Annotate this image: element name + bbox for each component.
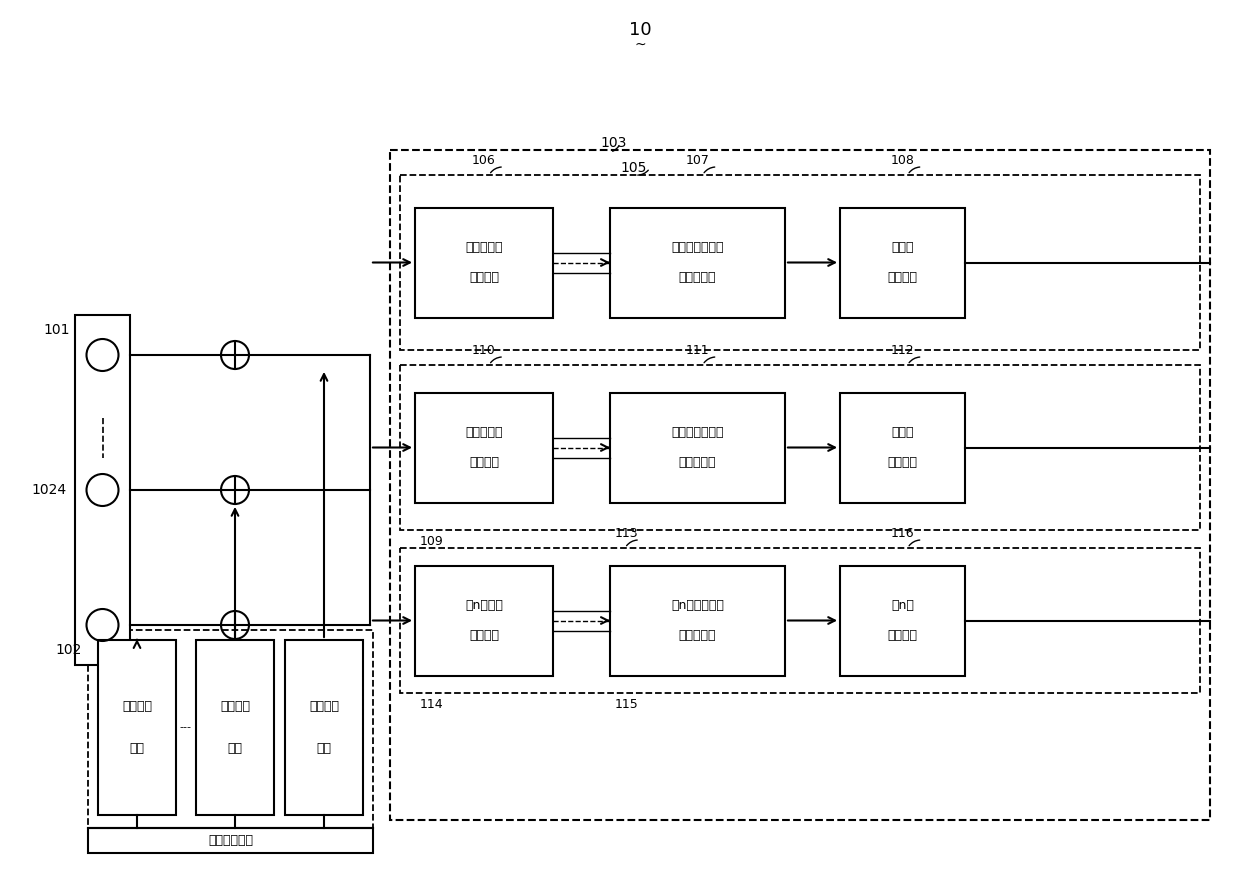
Text: 第一路自适应波: 第一路自适应波 bbox=[671, 241, 724, 254]
Text: 调整模块: 调整模块 bbox=[469, 456, 498, 469]
Bar bbox=[74, 315, 130, 665]
Text: 107: 107 bbox=[686, 154, 709, 167]
Text: 第二路: 第二路 bbox=[892, 426, 914, 439]
Text: 112: 112 bbox=[890, 344, 914, 357]
Bar bbox=[401, 365, 1200, 530]
Text: 第n路时延: 第n路时延 bbox=[465, 599, 503, 612]
Bar bbox=[88, 828, 373, 853]
Bar bbox=[839, 393, 965, 502]
Text: 111: 111 bbox=[686, 344, 709, 357]
Bar bbox=[610, 207, 785, 318]
Text: 处理模块: 处理模块 bbox=[888, 629, 918, 642]
Bar bbox=[610, 393, 785, 502]
Bar bbox=[839, 565, 965, 676]
Bar bbox=[415, 565, 553, 676]
Text: 第一路时延: 第一路时延 bbox=[465, 241, 502, 254]
Text: ~: ~ bbox=[634, 38, 646, 52]
Bar bbox=[391, 150, 1210, 820]
Text: 处理模块: 处理模块 bbox=[888, 271, 918, 284]
Text: 调整模块: 调整模块 bbox=[469, 629, 498, 642]
Text: 束形成模块: 束形成模块 bbox=[678, 271, 717, 284]
Text: 回声抑制: 回声抑制 bbox=[219, 700, 250, 713]
Text: 模块: 模块 bbox=[227, 742, 243, 755]
Text: 回放参考信号: 回放参考信号 bbox=[208, 834, 253, 847]
Text: 第二路自适应波: 第二路自适应波 bbox=[671, 426, 724, 439]
Text: 束形成模块: 束形成模块 bbox=[678, 456, 717, 469]
Text: 束形成模块: 束形成模块 bbox=[678, 629, 717, 642]
Bar bbox=[610, 565, 785, 676]
Bar bbox=[196, 640, 274, 815]
Text: 回声抑制: 回声抑制 bbox=[309, 700, 339, 713]
Text: 115: 115 bbox=[615, 698, 639, 711]
Text: 模块: 模块 bbox=[129, 742, 145, 755]
Text: 10: 10 bbox=[629, 21, 651, 39]
Text: 101: 101 bbox=[43, 323, 69, 337]
Text: 114: 114 bbox=[420, 698, 444, 711]
Text: 108: 108 bbox=[890, 154, 914, 167]
Text: ---: --- bbox=[179, 723, 191, 732]
Text: 第二路时延: 第二路时延 bbox=[465, 426, 502, 439]
Text: 第n路: 第n路 bbox=[892, 599, 914, 612]
Bar bbox=[401, 175, 1200, 350]
Text: 调整模块: 调整模块 bbox=[469, 271, 498, 284]
Text: 第一路: 第一路 bbox=[892, 241, 914, 254]
Text: 113: 113 bbox=[615, 527, 639, 540]
Text: 106: 106 bbox=[472, 154, 496, 167]
Text: 109: 109 bbox=[420, 535, 444, 548]
Bar bbox=[415, 393, 553, 502]
Bar bbox=[415, 207, 553, 318]
Text: 回声抑制: 回声抑制 bbox=[122, 700, 153, 713]
Text: 第n路自适应波: 第n路自适应波 bbox=[671, 599, 724, 612]
Text: 102: 102 bbox=[56, 643, 82, 657]
Text: 105: 105 bbox=[620, 161, 646, 175]
Text: 103: 103 bbox=[600, 136, 626, 150]
Text: 110: 110 bbox=[472, 344, 496, 357]
Text: 116: 116 bbox=[890, 527, 914, 540]
Bar bbox=[88, 630, 373, 830]
Text: 模块: 模块 bbox=[316, 742, 331, 755]
Bar bbox=[98, 640, 176, 815]
Text: 处理模块: 处理模块 bbox=[888, 456, 918, 469]
Text: 1024: 1024 bbox=[32, 483, 67, 497]
Bar bbox=[285, 640, 363, 815]
Bar bbox=[839, 207, 965, 318]
Bar bbox=[401, 548, 1200, 693]
